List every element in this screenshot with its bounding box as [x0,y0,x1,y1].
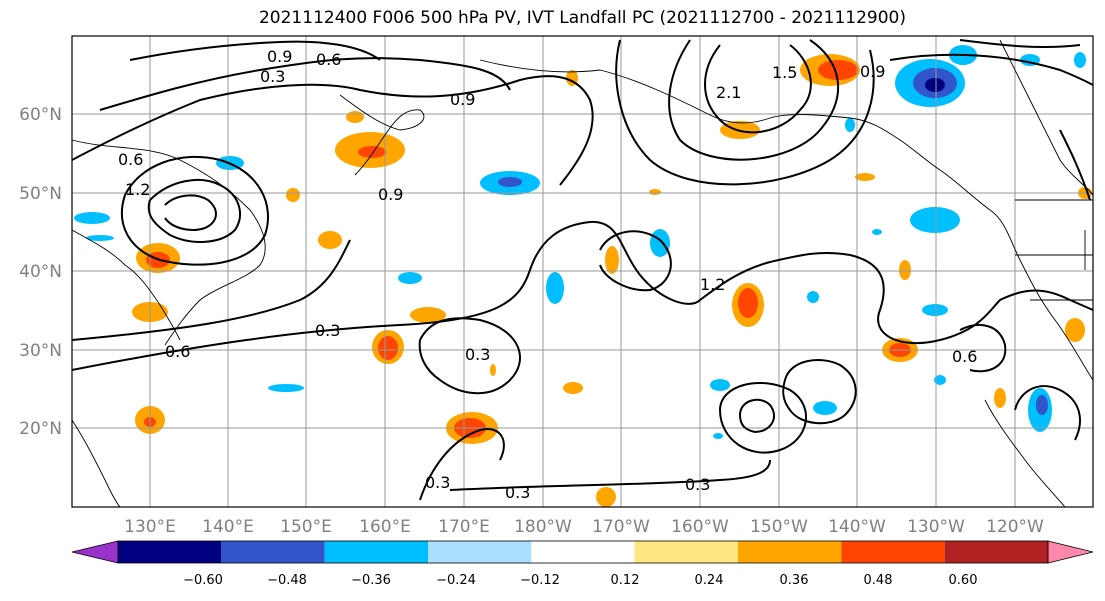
contour-label: 0.6 [165,342,190,361]
contour-label: 1.2 [125,180,150,199]
pv-contours [71,39,1094,501]
lat-tick-label: 40°N [19,262,62,282]
lon-tick-label: 120°W [986,517,1044,537]
lat-tick-label: 60°N [19,105,62,125]
lon-tick-label: 140°E [202,517,254,537]
lon-tick-label: 130°E [124,517,176,537]
contour-label: 0.3 [260,67,285,86]
colorbar-cell [118,541,222,563]
colorbar-cell [634,541,738,563]
colorbar-cell [324,541,428,563]
coastlines [71,39,1094,508]
lon-tick-label: 160°W [671,517,729,537]
contour-label: 0.3 [465,345,490,364]
lon-tick-label: 180°W [514,517,572,537]
contour-label: 0.9 [860,62,885,81]
colorbar-frame [117,540,1049,564]
contour-label: 0.6 [118,150,143,169]
lon-tick-label: 150°W [750,517,808,537]
colorbar-label: 0.36 [780,573,809,588]
map-panel: 0.3 0.6 0.9 1.2 1.5 2.1 0.3 0.6 0.9 0.3 … [71,35,1094,508]
contour-label: 0.3 [505,483,530,502]
lon-tick-label: 170°W [592,517,650,537]
colorbar-labels: −0.60 −0.48 −0.36 −0.24 −0.12 0.12 0.24 … [183,573,977,588]
colorbar-cell [428,541,532,563]
lon-tick-label: 130°W [907,517,965,537]
lat-tick-label: 20°N [19,419,62,439]
colorbar-cell [531,541,635,563]
contour-label: 0.9 [267,47,292,66]
negative-anomaly-patches [74,45,1086,439]
colorbar-cells [71,540,1094,564]
lat-tick-label: 30°N [19,341,62,361]
contour-label: 0.6 [316,50,341,69]
colorbar-cell [738,541,842,563]
lon-tick-label: 150°E [280,517,332,537]
map-frame [71,35,1094,508]
colorbar-label: 0.60 [949,573,978,588]
contour-label: 1.2 [700,275,725,294]
colorbar-label: 0.48 [864,573,893,588]
colorbar-cell [221,541,325,563]
map-title: 2021112400 F006 500 hPa PV, IVT Landfall… [258,8,906,28]
lon-tick-label: 160°E [359,517,411,537]
contour-label: 2.1 [716,83,741,102]
contour-labels: 0.3 0.6 0.9 1.2 1.5 2.1 0.3 0.6 0.9 0.3 … [118,47,977,502]
contour-label: 0.9 [378,185,403,204]
lon-tick-label: 170°E [438,517,490,537]
colorbar-extend-low [71,540,119,564]
contour-label: 0.3 [425,473,450,492]
colorbar-cell [944,541,1048,563]
colorbar-label: −0.12 [520,573,560,588]
colorbar-extend-high [1047,540,1094,564]
colorbar-label: −0.60 [183,573,223,588]
colorbar: −0.60 −0.48 −0.36 −0.24 −0.12 0.12 0.24 … [71,540,1094,588]
colorbar-label: −0.24 [436,573,476,588]
colorbar-cell [841,541,945,563]
graticule [72,36,1093,507]
contour-label: 0.3 [315,321,340,340]
contour-label: 0.3 [685,475,710,494]
colorbar-label: 0.24 [695,573,724,588]
contour-label: 1.5 [772,63,797,82]
lon-tick-label: 140°W [828,517,886,537]
colorbar-label: −0.36 [351,573,391,588]
lat-tick-label: 50°N [19,184,62,204]
contour-label: 0.9 [450,90,475,109]
latitude-ticks: 20°N 30°N 40°N 50°N 60°N [19,105,62,439]
contour-label: 0.6 [952,347,977,366]
colorbar-label: −0.48 [267,573,307,588]
colorbar-label: 0.12 [611,573,640,588]
longitude-ticks: 130°E 140°E 150°E 160°E 170°E 180°W 170°… [124,517,1044,537]
